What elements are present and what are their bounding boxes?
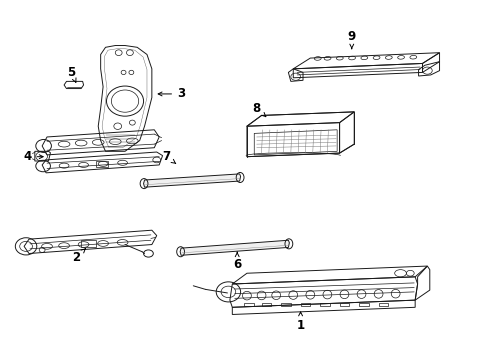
Text: 2: 2 [72, 249, 85, 264]
Bar [81, 239, 96, 247]
Bar [244, 303, 254, 306]
Bar [339, 303, 348, 306]
Polygon shape [143, 174, 240, 187]
Text: 8: 8 [252, 102, 265, 117]
Bar [96, 161, 108, 167]
Bar [261, 303, 271, 306]
Text: 6: 6 [233, 252, 241, 271]
Text: 3: 3 [158, 87, 185, 100]
Text: 1: 1 [296, 312, 304, 332]
Bar [281, 303, 290, 306]
Bar [320, 303, 329, 306]
Bar [300, 303, 310, 306]
Bar [378, 303, 387, 306]
Polygon shape [180, 240, 289, 255]
Bar [358, 303, 368, 306]
Text: 4: 4 [23, 150, 43, 163]
Text: 7: 7 [162, 150, 175, 163]
Text: 5: 5 [67, 66, 76, 82]
Text: 9: 9 [347, 30, 355, 49]
